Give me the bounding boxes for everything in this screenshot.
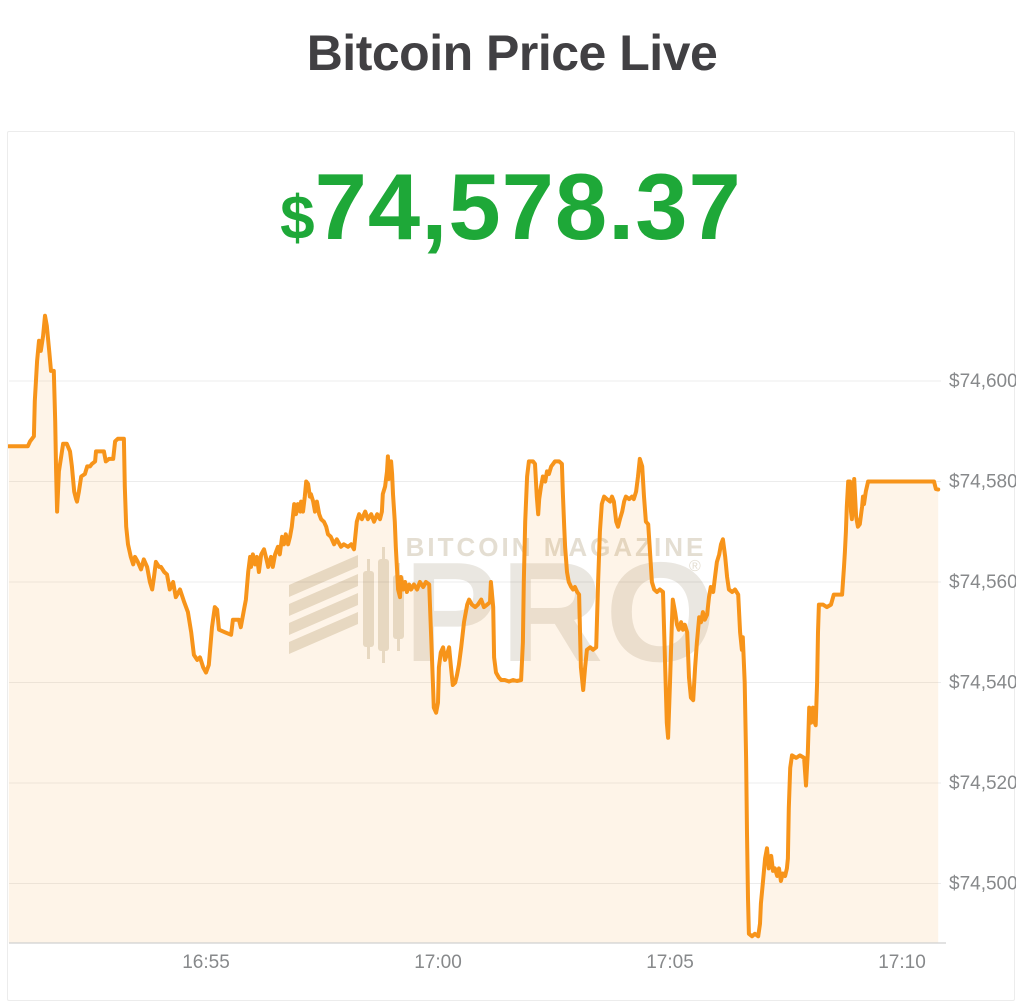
price-value: 74,578.37 <box>314 154 742 259</box>
bitcoin-magazine-logo-icon <box>289 547 404 663</box>
page-title: Bitcoin Price Live <box>306 25 718 81</box>
x-axis-label: 17:05 <box>646 952 694 973</box>
x-axis-label: 17:00 <box>414 952 462 973</box>
price-line <box>8 313 941 939</box>
price-area-fill <box>8 315 939 943</box>
y-axis-label: $74,560 <box>949 572 1016 593</box>
x-axis-label: 16:55 <box>182 952 230 973</box>
currency-symbol: $ <box>280 184 315 253</box>
live-price: $74,578.37 <box>8 160 1014 254</box>
price-chart-card: $74,578.37 BITCOIN MAGAZINE ® PRO $74,60… <box>7 131 1016 1001</box>
watermark-registered-icon: ® <box>689 558 701 575</box>
y-axis-label: $74,500 <box>949 874 1016 895</box>
y-axis-label: $74,520 <box>949 773 1016 794</box>
price-chart: BITCOIN MAGAZINE ® PRO $74,600$74,580$74… <box>8 313 1016 973</box>
y-axis-label: $74,580 <box>949 472 1016 493</box>
watermark-text-line1: BITCOIN MAGAZINE <box>406 532 707 562</box>
x-axis-label: 17:10 <box>878 952 926 973</box>
y-axis-label: $74,600 <box>949 371 1016 392</box>
y-axis-label: $74,540 <box>949 673 1016 694</box>
